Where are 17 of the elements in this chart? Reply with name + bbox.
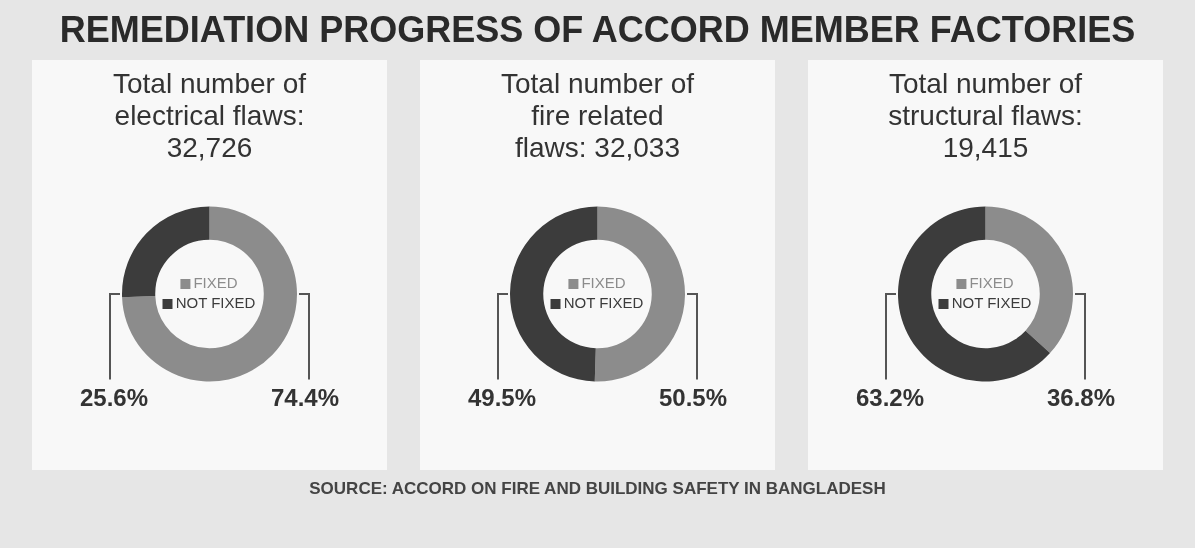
legend-label: NOT FIXED [951, 294, 1032, 312]
chart-subtitle: Total number of electrical flaws: 32,726 [112, 68, 307, 164]
chart-subtitle: Total number of structural flaws: 19,415 [887, 68, 1084, 164]
data-label: 36.8% [1046, 384, 1115, 412]
data-label: 25.6% [80, 384, 149, 412]
chart-subtitle: Total number of fire related flaws: 32,033 [500, 68, 695, 164]
legend-label: FIXED [581, 274, 626, 292]
data-label: 63.2% [856, 384, 925, 412]
data-label: 50.5% [658, 384, 727, 412]
legend-label: NOT FIXED [175, 294, 256, 312]
data-label: 49.5% [468, 384, 537, 412]
legend-label: NOT FIXED [563, 294, 644, 312]
legend-label: FIXED [193, 274, 238, 292]
text: REMEDIATION PROGRESS OF ACCORD MEMBER FACTORIES [58, 8, 1137, 52]
data-label: 74.4% [270, 384, 339, 412]
source-note: SOURCE: ACCORD ON FIRE AND BUILDING SAFETY IN BANGLADESH [308, 478, 887, 500]
legend-label: FIXED [969, 274, 1014, 292]
